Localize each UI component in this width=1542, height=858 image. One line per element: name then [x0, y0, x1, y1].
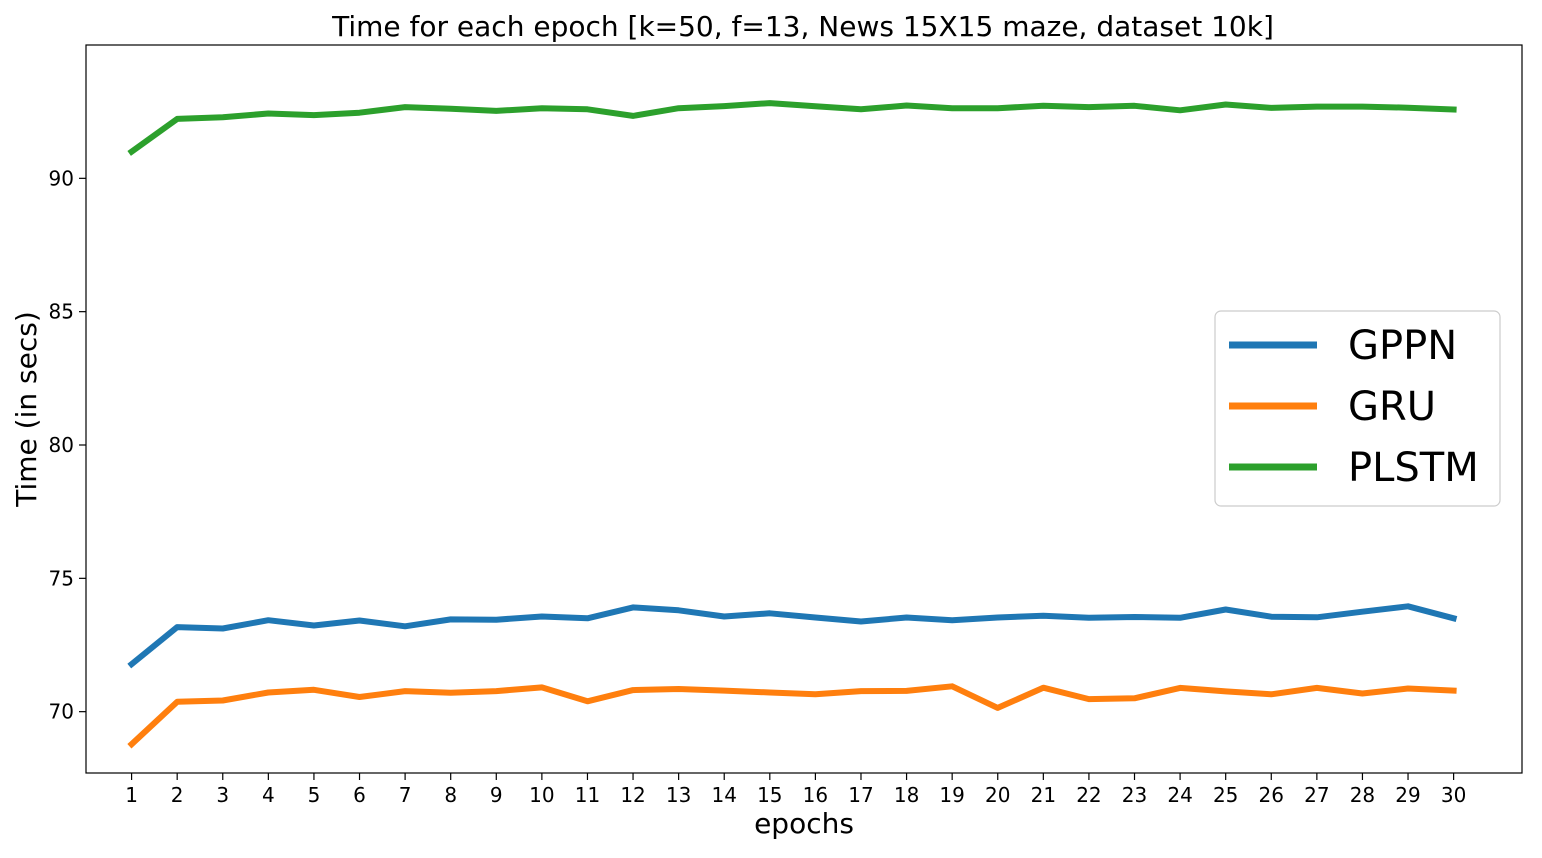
x-tick-label: 30 [1441, 783, 1466, 807]
x-tick-label: 14 [711, 783, 736, 807]
series-line-plstm [127, 100, 1457, 156]
x-tick-label: 21 [1031, 783, 1056, 807]
y-tick-label: 75 [49, 566, 74, 590]
x-tick-label: 1 [125, 783, 138, 807]
y-tick-label: 70 [49, 700, 74, 724]
x-tick-label: 10 [529, 783, 554, 807]
x-tick-label: 13 [666, 783, 691, 807]
y-tick-label: 90 [49, 166, 74, 190]
x-tick-label: 7 [399, 783, 412, 807]
legend-box [1214, 310, 1501, 507]
x-tick-label: 3 [216, 783, 229, 807]
legend: GPPN GRU PLSTM [1214, 310, 1501, 507]
x-tick-label: 27 [1304, 783, 1329, 807]
y-axis: 70 75 80 85 90 [49, 166, 86, 724]
chart-title: Time for each epoch [k=50, f=13, News 15… [331, 10, 1274, 43]
x-tick-label: 4 [262, 783, 275, 807]
x-tick-label: 17 [848, 783, 873, 807]
y-tick-label: 85 [49, 300, 74, 324]
y-tick-label: 80 [49, 433, 74, 457]
legend-label-plstm: PLSTM [1348, 445, 1479, 491]
x-tick-label: 9 [490, 783, 503, 807]
series-line-gppn [127, 603, 1458, 669]
x-tick-label: 18 [894, 783, 919, 807]
x-tick-label: 24 [1167, 783, 1192, 807]
x-tick-label: 6 [353, 783, 366, 807]
plot-area-frame [85, 44, 1523, 774]
x-tick-label: 15 [757, 783, 782, 807]
x-tick-label: 29 [1395, 783, 1420, 807]
x-axis-label: epochs [754, 807, 854, 840]
x-tick-label: 28 [1350, 783, 1375, 807]
x-tick-label: 22 [1076, 783, 1101, 807]
x-axis: 1 2 3 4 5 6 7 8 9 10 11 12 13 14 15 16 17 18 19 20 21 22 23 24 2… [125, 773, 1466, 807]
x-tick-label: 25 [1213, 783, 1238, 807]
x-tick-label: 8 [444, 783, 457, 807]
x-tick-label: 12 [620, 783, 645, 807]
plot-lines [127, 100, 1458, 749]
x-tick-label: 5 [308, 783, 321, 807]
x-tick-label: 2 [171, 783, 184, 807]
legend-label-gru: GRU [1348, 384, 1436, 430]
x-tick-label: 16 [803, 783, 828, 807]
y-axis-label: Time (in secs) [10, 311, 43, 508]
x-tick-label: 19 [939, 783, 964, 807]
x-tick-label: 26 [1259, 783, 1284, 807]
x-tick-label: 23 [1122, 783, 1147, 807]
series-line-gru [127, 683, 1457, 749]
legend-label-gppn: GPPN [1348, 323, 1457, 369]
x-tick-label: 11 [575, 783, 600, 807]
x-tick-label: 20 [985, 783, 1010, 807]
